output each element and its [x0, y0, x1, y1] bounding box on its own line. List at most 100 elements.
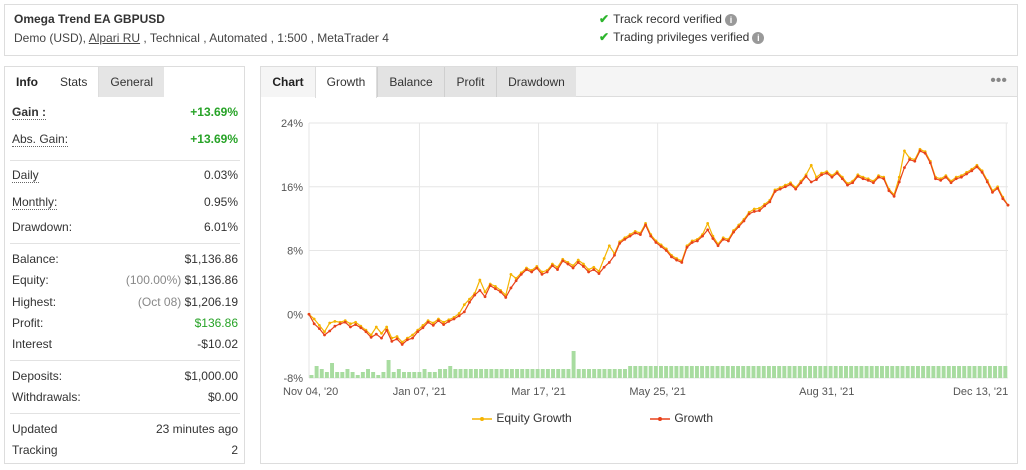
tab-info[interactable]: Info	[5, 67, 49, 97]
activity-bar	[741, 366, 746, 378]
track-record-verified: ✔ Track record verified i	[599, 12, 737, 26]
growth-point	[954, 177, 958, 181]
highest-date: (Oct 08)	[137, 295, 182, 309]
activity-bar	[535, 369, 540, 378]
growth-point	[732, 230, 735, 234]
activity-bar	[360, 372, 365, 378]
growth-point	[918, 149, 922, 153]
activity-bar	[345, 369, 350, 378]
growth-point	[980, 171, 984, 174]
activity-bar	[849, 366, 854, 378]
growth-point	[789, 182, 792, 186]
tab-profit[interactable]: Profit	[444, 67, 496, 97]
activity-bar	[520, 369, 525, 378]
equity-growth-point	[903, 149, 906, 153]
check-icon: ✔	[599, 30, 610, 44]
growth-point	[566, 262, 570, 266]
activity-bar	[628, 366, 633, 378]
tab-balance[interactable]: Balance	[377, 67, 444, 97]
growth-point	[716, 244, 720, 248]
activity-bar	[643, 366, 648, 378]
stat-updated: Updated 23 minutes ago	[12, 422, 238, 442]
growth-point	[535, 266, 539, 270]
equity-growth-point	[706, 222, 710, 225]
growth-point	[701, 234, 704, 238]
activity-bar	[689, 366, 694, 378]
activity-bar	[993, 366, 998, 378]
drawdown-label: Drawdown:	[12, 220, 73, 234]
broker-link[interactable]: Alpari RU	[88, 31, 141, 45]
growth-point	[840, 177, 844, 181]
growth-point	[970, 169, 974, 173]
equity-growth-point	[400, 340, 404, 344]
activity-bar	[597, 369, 602, 378]
activity-bar	[962, 366, 967, 378]
daily-label[interactable]: Daily	[12, 168, 39, 183]
activity-bar	[792, 366, 797, 378]
tab-drawdown[interactable]: Drawdown	[496, 67, 576, 97]
info-icon[interactable]: i	[724, 14, 737, 26]
x-tick-label: Nov 04, '20	[283, 386, 338, 398]
stat-daily: Daily 0.03%	[12, 168, 238, 188]
abs-gain-value: +13.69%	[190, 132, 238, 146]
x-tick-label: Dec 13, '21	[953, 386, 1008, 398]
growth-point	[525, 268, 528, 272]
growth-point	[680, 261, 684, 264]
system-name: Omega Trend EA GBPUSD	[14, 12, 165, 26]
activity-bar	[623, 369, 627, 378]
activity-bar	[509, 369, 514, 378]
growth-point	[887, 189, 891, 193]
growth-point	[1001, 197, 1005, 201]
info-icon[interactable]: i	[752, 32, 765, 44]
gain-label[interactable]: Gain :	[12, 105, 47, 120]
gain-value: +13.69%	[190, 105, 238, 119]
activity-bar	[412, 372, 417, 378]
y-tick-label: 8%	[287, 246, 303, 258]
x-tick-label: Jan 07, '21	[393, 386, 446, 398]
activity-bar	[458, 369, 463, 378]
equity-growth-point	[369, 333, 373, 337]
abs-gain-label[interactable]: Abs. Gain:	[12, 132, 69, 147]
growth-point	[307, 312, 311, 316]
legend-growth-label: Growth	[674, 411, 714, 425]
activity-bar	[669, 366, 674, 378]
growth-point	[949, 181, 953, 185]
equity-growth-line	[308, 148, 1009, 343]
growth-point	[649, 234, 653, 238]
tab-stats[interactable]: Stats	[49, 67, 99, 97]
activity-bar	[633, 366, 638, 378]
growth-point	[856, 174, 860, 178]
trading-privileges-label: Trading privileges verified	[613, 30, 750, 44]
growth-legend-icon	[650, 416, 670, 421]
activity-bar	[659, 366, 663, 378]
withdrawals-value: $0.00	[207, 390, 238, 404]
activity-bar	[427, 372, 432, 378]
legend-growth[interactable]: Growth	[649, 411, 713, 425]
more-options-icon[interactable]: •••	[990, 72, 1007, 89]
equity-growth-point	[752, 207, 756, 211]
growth-point	[825, 171, 829, 175]
tab-general[interactable]: General	[98, 67, 165, 97]
growth-point	[804, 174, 808, 178]
legend-equity-growth[interactable]: Equity Growth	[471, 411, 572, 425]
equity-amount: $1,136.86	[184, 273, 238, 287]
growth-point	[592, 268, 596, 272]
activity-bar	[545, 369, 550, 378]
activity-bar	[910, 366, 915, 378]
growth-point	[908, 158, 912, 162]
monthly-label[interactable]: Monthly:	[12, 195, 58, 210]
growth-point	[312, 322, 316, 326]
activity-bar	[951, 366, 956, 378]
growth-point	[442, 323, 446, 327]
activity-bar	[319, 369, 324, 378]
stats-panel: Info Stats General Gain : +13.69% Abs. G…	[4, 66, 245, 464]
growth-chart: 24% 16% 8% 0% -8%Nov 04, '20 Jan 07, '21 Mar 1…	[281, 118, 1010, 398]
growth-point	[323, 333, 326, 337]
account-type: Demo (USD),	[14, 31, 87, 45]
equity-growth-point	[312, 317, 316, 321]
updated-value: 23 minutes ago	[155, 422, 238, 436]
growth-point	[530, 270, 534, 274]
tab-growth[interactable]: Growth	[315, 67, 377, 98]
activity-bar	[489, 369, 494, 378]
chart-tabs: Chart Growth Balance Profit Drawdown •••	[261, 67, 1017, 98]
